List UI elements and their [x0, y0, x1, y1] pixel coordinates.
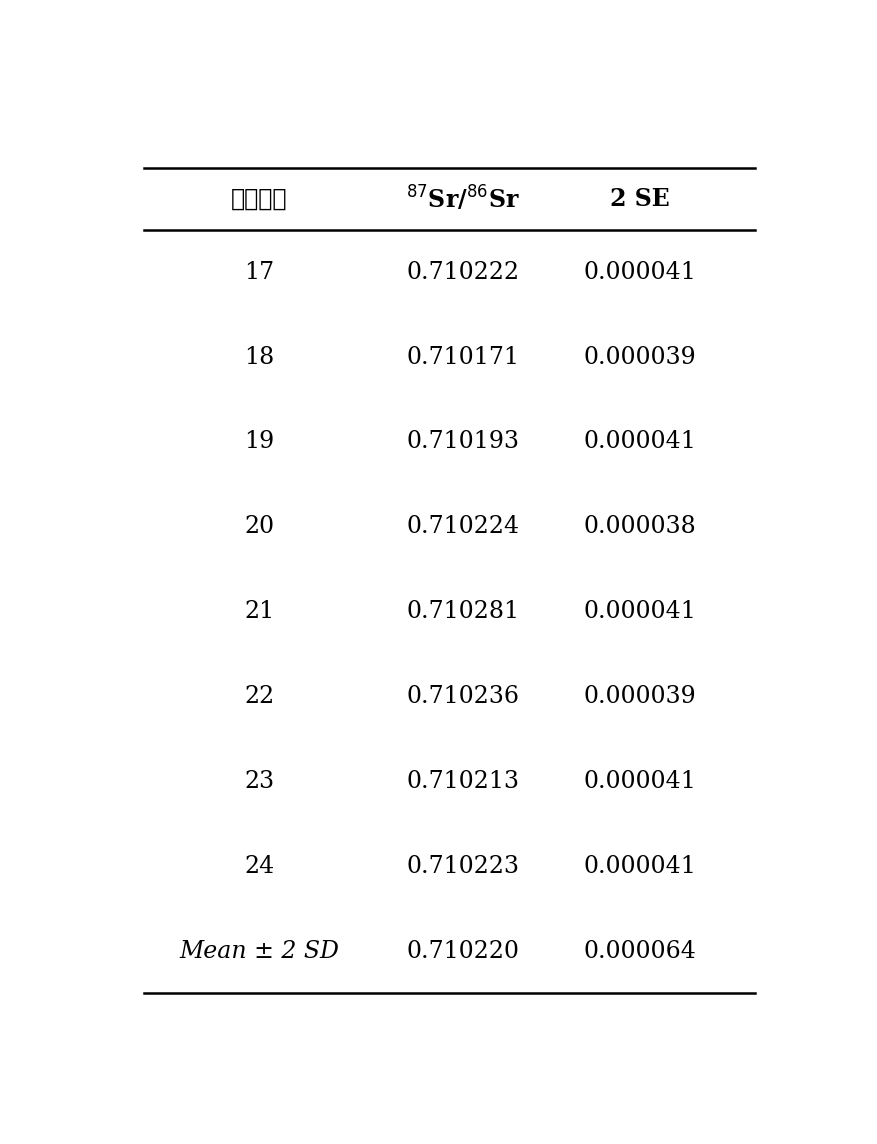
- Text: 0.000041: 0.000041: [583, 601, 696, 623]
- Text: 0.710224: 0.710224: [407, 515, 519, 539]
- Text: 18: 18: [244, 345, 275, 368]
- Text: 0.710223: 0.710223: [407, 855, 519, 877]
- Text: 2 SE: 2 SE: [610, 186, 670, 210]
- Text: 0.710236: 0.710236: [407, 685, 519, 708]
- Text: 0.000041: 0.000041: [583, 430, 696, 453]
- Text: 0.000041: 0.000041: [583, 261, 696, 284]
- Text: 22: 22: [244, 685, 275, 708]
- Text: 23: 23: [244, 770, 275, 793]
- Text: 0.710171: 0.710171: [407, 345, 519, 368]
- Text: 0.710193: 0.710193: [407, 430, 519, 453]
- Text: 0.710222: 0.710222: [407, 261, 519, 284]
- Text: 0.000039: 0.000039: [583, 685, 696, 708]
- Text: 24: 24: [244, 855, 275, 877]
- Text: 0.000041: 0.000041: [583, 855, 696, 877]
- Text: 0.710220: 0.710220: [407, 939, 519, 962]
- Text: 测试编号: 测试编号: [231, 186, 288, 210]
- Text: 20: 20: [244, 515, 275, 539]
- Text: 21: 21: [244, 601, 275, 623]
- Text: 0.710213: 0.710213: [407, 770, 519, 793]
- Text: 0.000064: 0.000064: [583, 939, 696, 962]
- Text: Mean ± 2 SD: Mean ± 2 SD: [179, 939, 339, 962]
- Text: 17: 17: [244, 261, 275, 284]
- Text: 0.000038: 0.000038: [583, 515, 696, 539]
- Text: 0.710281: 0.710281: [407, 601, 519, 623]
- Text: 0.000039: 0.000039: [583, 345, 696, 368]
- Text: $^{87}$Sr/$^{86}$Sr: $^{87}$Sr/$^{86}$Sr: [406, 184, 520, 214]
- Text: 0.000041: 0.000041: [583, 770, 696, 793]
- Text: 19: 19: [244, 430, 275, 453]
